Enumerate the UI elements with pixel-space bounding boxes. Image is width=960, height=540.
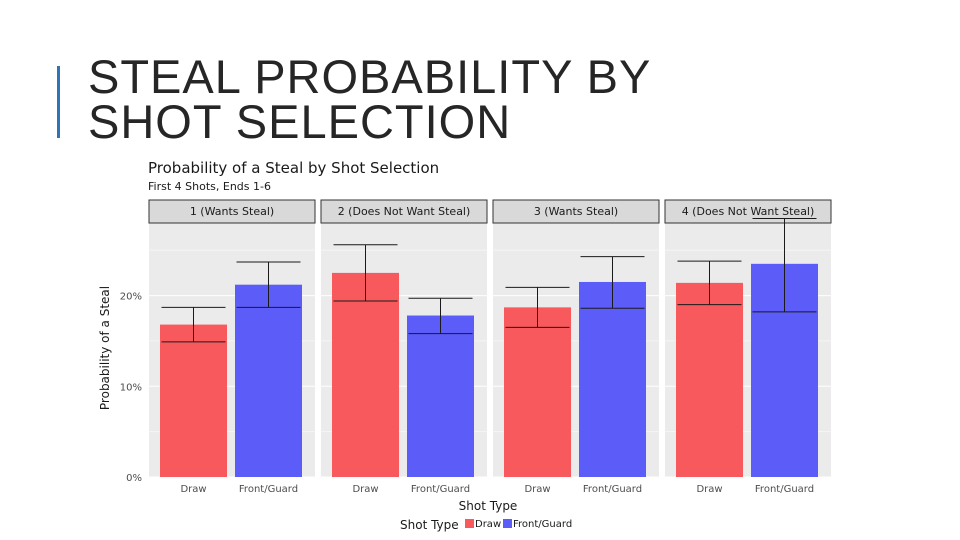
x-tick-label: Front/Guard	[583, 484, 642, 495]
y-tick-label: 10%	[120, 382, 142, 393]
slide-title-line-2: SHOT SELECTION	[88, 95, 512, 148]
x-tick-label: Draw	[180, 484, 206, 495]
facet-panel: 1 (Wants Steal) Draw Front/Guard	[148, 199, 316, 495]
bar	[235, 284, 302, 477]
facet-strip-label: 1 (Wants Steal)	[190, 205, 274, 218]
facet-strip-label: 2 (Does Not Want Steal)	[338, 205, 471, 218]
facet-strip	[492, 199, 660, 224]
bar	[579, 281, 646, 477]
x-tick-label: Front/Guard	[411, 484, 470, 495]
slide-title-line-1: STEAL PROBABILITY BY	[88, 50, 652, 103]
legend-swatch-front-guard	[503, 519, 512, 528]
y-tick-label: 0%	[126, 473, 142, 484]
y-tick-label: 20%	[120, 292, 142, 303]
facet-strip	[664, 199, 832, 224]
x-axis-title: Shot Type	[459, 499, 518, 513]
legend: Shot Type Draw Front/Guard	[398, 516, 578, 532]
title-accent-bar	[57, 66, 60, 138]
x-tick-label: Front/Guard	[239, 484, 298, 495]
facet-strip	[148, 199, 316, 224]
facet-strip	[320, 199, 488, 224]
bar	[407, 315, 474, 477]
y-axis-title: Probability of a Steal	[98, 286, 112, 410]
x-tick-label: Draw	[524, 484, 550, 495]
chart-title: Probability of a Steal by Shot Selection	[148, 159, 439, 177]
bar	[504, 307, 571, 477]
facet-strip-label: 3 (Wants Steal)	[534, 205, 618, 218]
x-tick-label: Draw	[352, 484, 378, 495]
slide-title: STEAL PROBABILITY BY SHOT SELECTION	[88, 50, 652, 148]
bar	[676, 282, 743, 477]
bar	[332, 272, 399, 477]
x-tick-label: Front/Guard	[755, 484, 814, 495]
facet-panel: 4 (Does Not Want Steal) Draw Front/Guard	[664, 199, 832, 495]
chart-subtitle: First 4 Shots, Ends 1-6	[148, 180, 271, 193]
x-tick-label: Draw	[696, 484, 722, 495]
legend-label-draw: Draw	[475, 519, 501, 530]
y-tick-labels: 0% 10% 20%	[120, 292, 142, 484]
legend-label-front-guard: Front/Guard	[513, 519, 572, 530]
legend-background	[398, 516, 578, 532]
bar	[160, 324, 227, 477]
facet-panel: 3 (Wants Steal) Draw Front/Guard	[492, 199, 660, 495]
facet-panel: 2 (Does Not Want Steal) Draw Front/Guard	[320, 199, 488, 495]
legend-title: Shot Type	[400, 518, 459, 532]
facet-strip-label: 4 (Does Not Want Steal)	[682, 205, 815, 218]
legend-swatch-draw	[465, 519, 474, 528]
